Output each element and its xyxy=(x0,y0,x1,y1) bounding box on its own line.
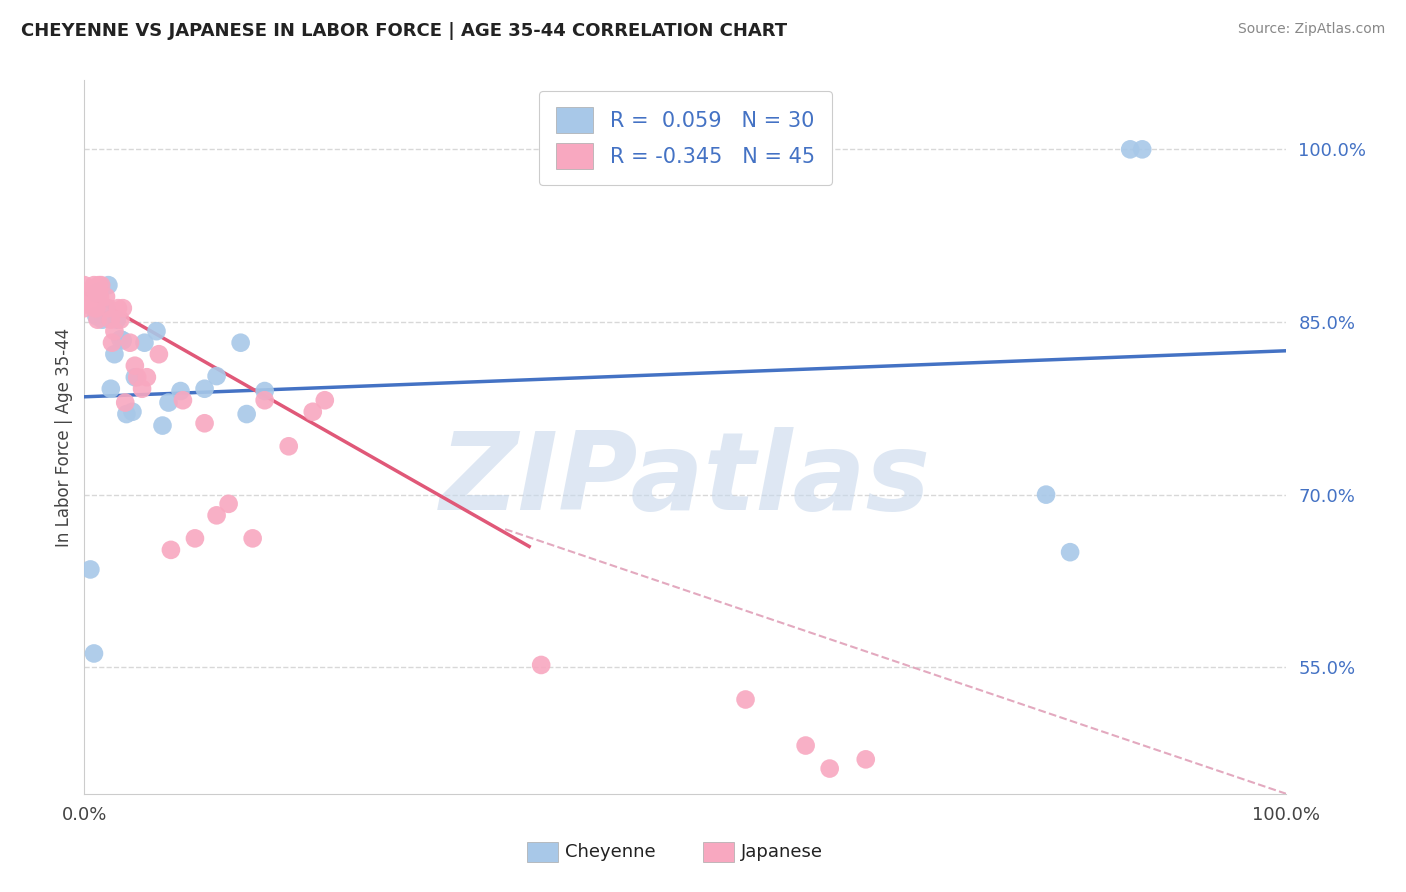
Point xyxy=(110,312,132,326)
Point xyxy=(111,301,134,315)
Point xyxy=(157,395,180,409)
Legend: R =  0.059   N = 30, R = -0.345   N = 45: R = 0.059 N = 30, R = -0.345 N = 45 xyxy=(538,91,832,186)
Point xyxy=(235,407,257,421)
Point xyxy=(103,324,125,338)
Point xyxy=(114,395,136,409)
Point xyxy=(1059,545,1081,559)
Point xyxy=(734,692,756,706)
Point xyxy=(172,393,194,408)
Point xyxy=(205,508,228,523)
Point xyxy=(1130,142,1153,156)
Point xyxy=(73,278,96,293)
Point xyxy=(127,370,149,384)
Point xyxy=(115,407,138,421)
Point xyxy=(105,312,128,326)
Y-axis label: In Labor Force | Age 35-44: In Labor Force | Age 35-44 xyxy=(55,327,73,547)
Point xyxy=(110,332,132,346)
Point xyxy=(242,532,264,546)
Point xyxy=(855,752,877,766)
Point xyxy=(86,310,108,324)
Point xyxy=(100,382,122,396)
Text: CHEYENNE VS JAPANESE IN LABOR FORCE | AGE 35-44 CORRELATION CHART: CHEYENNE VS JAPANESE IN LABOR FORCE | AG… xyxy=(21,22,787,40)
Point xyxy=(145,324,167,338)
Point xyxy=(124,359,146,373)
Point xyxy=(205,369,228,384)
Point xyxy=(79,290,101,304)
Point xyxy=(121,405,143,419)
Point xyxy=(118,335,141,350)
Point xyxy=(91,312,114,326)
Point xyxy=(101,335,124,350)
Text: Cheyenne: Cheyenne xyxy=(565,843,655,861)
Point xyxy=(134,335,156,350)
Point xyxy=(152,418,174,433)
Point xyxy=(87,285,110,299)
Point xyxy=(135,370,157,384)
Point xyxy=(184,532,207,546)
Text: ZIPatlas: ZIPatlas xyxy=(440,427,931,533)
Point xyxy=(1035,488,1057,502)
Point xyxy=(73,298,96,312)
Point xyxy=(794,739,817,753)
Text: Source: ZipAtlas.com: Source: ZipAtlas.com xyxy=(1237,22,1385,37)
Point xyxy=(97,301,120,315)
Point xyxy=(194,417,217,431)
Point xyxy=(90,278,112,293)
Point xyxy=(229,335,252,350)
Point xyxy=(314,393,336,408)
Point xyxy=(160,542,183,557)
Point xyxy=(194,382,217,396)
Point xyxy=(79,562,101,576)
Point xyxy=(94,290,117,304)
Point xyxy=(103,347,125,361)
Point xyxy=(86,286,108,301)
Point xyxy=(124,370,146,384)
Point xyxy=(277,439,299,453)
Point xyxy=(86,301,108,315)
Point xyxy=(94,301,117,315)
Point xyxy=(73,301,96,315)
Point xyxy=(73,286,96,301)
Point xyxy=(301,405,323,419)
Point xyxy=(89,290,111,304)
Point xyxy=(169,384,191,398)
Point xyxy=(83,278,105,293)
Point xyxy=(818,762,841,776)
Point xyxy=(107,301,129,315)
Point xyxy=(100,312,122,326)
Point xyxy=(83,647,105,661)
Point xyxy=(253,384,276,398)
Point xyxy=(84,301,107,315)
Point xyxy=(148,347,170,361)
Point xyxy=(253,393,276,408)
Point xyxy=(87,278,110,293)
Point xyxy=(530,657,553,672)
Text: Japanese: Japanese xyxy=(741,843,823,861)
Point xyxy=(1119,142,1142,156)
Point xyxy=(131,382,153,396)
Point xyxy=(218,497,240,511)
Point xyxy=(86,312,108,326)
Point xyxy=(111,334,134,348)
Point xyxy=(97,278,120,293)
